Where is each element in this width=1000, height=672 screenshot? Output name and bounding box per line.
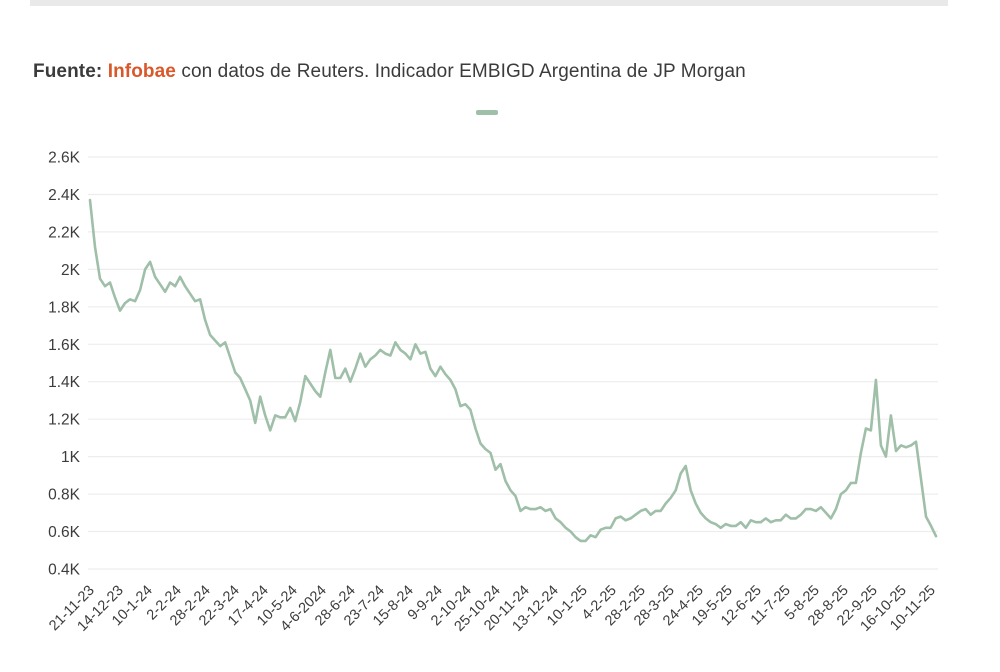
y-axis-label: 2.6K (48, 150, 81, 167)
y-axis-label: 1K (61, 449, 81, 466)
y-axis-label: 1.2K (48, 412, 81, 429)
chart-source-caption: Fuente: Infobae con datos de Reuters. In… (33, 61, 746, 83)
source-brand-link[interactable]: Infobae (107, 61, 176, 82)
source-text: con datos de Reuters. Indicador EMBIGD A… (175, 61, 746, 82)
y-axis-label: 2.4K (48, 187, 81, 204)
legend-marker[interactable] (476, 110, 498, 115)
y-axis-label: 0.6K (48, 524, 81, 541)
y-axis-label: 1.4K (48, 374, 81, 391)
y-axis-label: 0.4K (48, 562, 81, 579)
series-line-embigd-argentina (88, 198, 938, 543)
y-axis-label: 1.8K (48, 299, 81, 316)
y-axis-label: 2.2K (48, 224, 81, 241)
top-edge-strip (30, 0, 948, 6)
source-label: Fuente: (33, 61, 103, 82)
y-axis-label: 1.6K (48, 337, 81, 354)
y-axis-label: 0.8K (48, 487, 81, 504)
y-axis-label: 2K (61, 262, 81, 279)
